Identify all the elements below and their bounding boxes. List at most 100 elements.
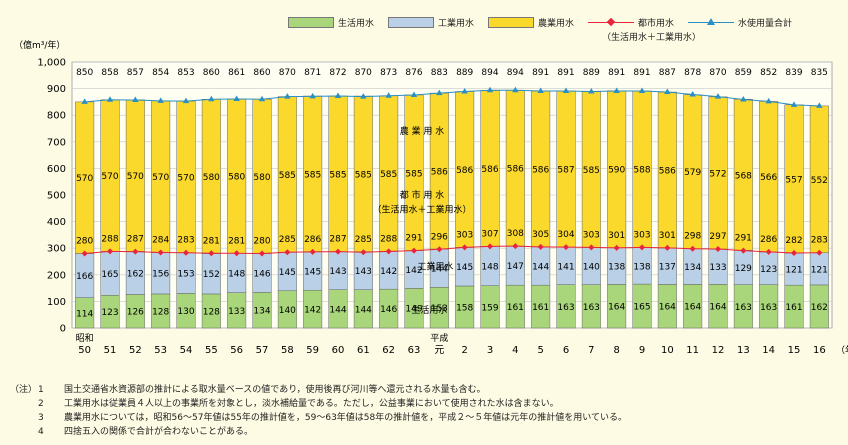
label-industrial: 134	[684, 263, 701, 273]
label-residential: 114	[76, 309, 93, 319]
y-tick-label: 0	[60, 324, 66, 335]
x-era-label: 平成	[430, 332, 448, 344]
label-agricultural: 585	[279, 171, 296, 181]
point-total	[740, 96, 747, 102]
label-municipal: 301	[608, 231, 625, 241]
point-total	[765, 97, 772, 104]
point-municipal	[335, 248, 341, 255]
y-tick-label: 1,000	[37, 58, 66, 69]
label-agricultural: 585	[355, 170, 372, 180]
legend-label-agricultural: 農業用水	[538, 19, 575, 29]
label-industrial: 166	[76, 272, 93, 282]
label-residential: 126	[127, 308, 144, 318]
label-residential: 163	[583, 303, 600, 313]
label-total: 861	[228, 68, 245, 78]
line-total	[84, 89, 820, 107]
point-municipal	[233, 250, 240, 257]
label-municipal: 280	[253, 237, 270, 247]
label-residential: 149	[405, 305, 422, 315]
x-tick-label: 51	[104, 345, 117, 356]
point-municipal	[81, 250, 88, 257]
y-tick-label: 400	[47, 217, 66, 228]
label-industrial: 144	[431, 265, 448, 275]
label-residential: 162	[811, 303, 828, 313]
label-agricultural: 580	[253, 173, 270, 183]
label-total: 873	[380, 68, 397, 78]
label-municipal: 297	[709, 232, 726, 242]
label-residential: 164	[709, 303, 726, 313]
label-municipal: 283	[177, 236, 194, 246]
legend-municipal-sub: （生活用水＋工業用水）	[602, 30, 701, 43]
label-industrial: 123	[760, 265, 777, 275]
label-total: 853	[177, 68, 194, 78]
footnotes: （注） 1 国土交通省水資源部の推計による取水量ベースの値であり，使用後再び河川…	[10, 383, 627, 439]
x-tick-label: 12	[712, 345, 725, 356]
x-tick-label: 10	[661, 345, 674, 356]
label-agricultural: 585	[405, 169, 422, 179]
label-industrial: 121	[811, 265, 828, 275]
legend-label-total: 水使用量合計	[738, 19, 793, 29]
point-municipal	[411, 247, 417, 254]
label-agricultural: 570	[127, 172, 144, 182]
label-agricultural: 570	[177, 173, 194, 183]
legend-agricultural: 農業用水	[488, 16, 574, 29]
label-total: 860	[253, 68, 270, 78]
x-tick-label: 63	[408, 345, 421, 356]
x-tick-label: 5	[537, 345, 543, 356]
label-total: 854	[152, 68, 169, 78]
label-municipal: 308	[507, 229, 524, 239]
point-municipal	[487, 243, 493, 250]
label-municipal: 288	[101, 234, 118, 244]
label-municipal: 288	[380, 234, 397, 244]
annotation-industrial: 工業用水	[417, 260, 453, 272]
label-total: 891	[532, 68, 549, 78]
footnote-prefix	[10, 411, 38, 425]
label-industrial: 143	[355, 267, 372, 277]
y-tick-label: 900	[47, 84, 66, 95]
legend-swatch-residential	[288, 17, 334, 28]
label-industrial: 138	[633, 262, 650, 272]
point-total	[284, 93, 291, 99]
label-municipal: 298	[684, 232, 701, 242]
point-total	[816, 102, 823, 108]
label-agricultural: 588	[633, 166, 650, 176]
water-use-chart: 0 100 200 300 400 500 600 700 800 900 1,000 （億m³/年）…	[14, 39, 848, 356]
point-municipal	[385, 248, 392, 255]
x-tick-label: 13	[737, 345, 750, 356]
label-total: 891	[557, 68, 574, 78]
legend-marker-total	[688, 17, 734, 28]
label-total: 878	[684, 68, 701, 78]
point-total	[132, 96, 139, 103]
label-residential: 130	[177, 307, 194, 317]
label-total: 889	[583, 68, 600, 78]
annotation-residential: 生活用水	[411, 304, 447, 316]
label-residential: 133	[228, 307, 245, 317]
footnote-text: 工業用水は従業員４人以上の事業所を対象とし，淡水補給量である。ただし，公益事業に…	[64, 399, 559, 409]
footnote-number: 2	[38, 399, 44, 409]
label-municipal: 287	[329, 235, 346, 245]
label-municipal: 303	[633, 230, 650, 240]
legend-municipal: 都市用水	[588, 16, 674, 29]
label-municipal: 282	[785, 236, 802, 246]
point-total	[436, 89, 443, 96]
legend-label-industrial: 工業用水	[438, 19, 475, 29]
y-tick-label: 500	[47, 191, 66, 202]
point-total	[258, 95, 266, 102]
footnote-prefix	[10, 425, 38, 439]
point-municipal	[157, 249, 164, 256]
label-industrial: 121	[785, 266, 802, 276]
point-municipal	[664, 244, 671, 251]
label-industrial: 133	[709, 263, 726, 273]
y-tick-label: 700	[47, 137, 66, 148]
point-total	[410, 91, 418, 97]
point-municipal	[537, 243, 544, 250]
x-era-label: 昭和	[76, 333, 94, 344]
label-industrial: 153	[177, 270, 194, 280]
point-total	[385, 92, 392, 98]
point-total	[689, 90, 696, 97]
point-total	[309, 92, 316, 99]
label-industrial: 141	[557, 262, 574, 272]
label-residential: 158	[456, 303, 473, 313]
label-industrial: 156	[152, 270, 169, 280]
x-tick-label: 4	[512, 345, 518, 356]
